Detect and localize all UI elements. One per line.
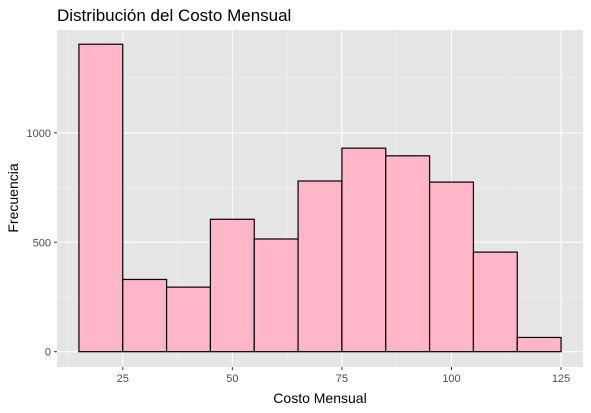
histogram-bar xyxy=(428,181,475,353)
histogram-bar xyxy=(341,147,387,353)
histogram-bar xyxy=(253,238,299,353)
y-tick-label: 0 xyxy=(45,347,51,359)
chart-title: Distribución del Costo Mensual xyxy=(57,6,291,25)
y-tick-label: 1000 xyxy=(27,128,51,140)
histogram-bar xyxy=(122,278,168,353)
x-tick-label: 125 xyxy=(552,373,570,385)
x-axis: 25 50 75 100 125 xyxy=(117,367,570,385)
y-axis-title: Frecuencia xyxy=(5,163,21,232)
y-tick-label: 500 xyxy=(33,237,51,249)
histogram-bar xyxy=(472,251,518,353)
histogram-bar xyxy=(209,218,255,353)
histogram-bar xyxy=(78,43,124,353)
x-tick-label: 75 xyxy=(336,373,348,385)
x-tick-label: 100 xyxy=(442,373,460,385)
histogram-bar xyxy=(516,336,562,353)
x-axis-title: Costo Mensual xyxy=(273,390,366,406)
x-tick-label: 50 xyxy=(226,373,238,385)
x-tick-label: 25 xyxy=(117,373,129,385)
histogram-bar xyxy=(165,286,212,353)
histogram-bar xyxy=(385,155,431,353)
histogram-bars xyxy=(78,43,562,353)
histogram-bar xyxy=(297,180,343,353)
y-axis: 0 500 1000 xyxy=(27,128,57,359)
